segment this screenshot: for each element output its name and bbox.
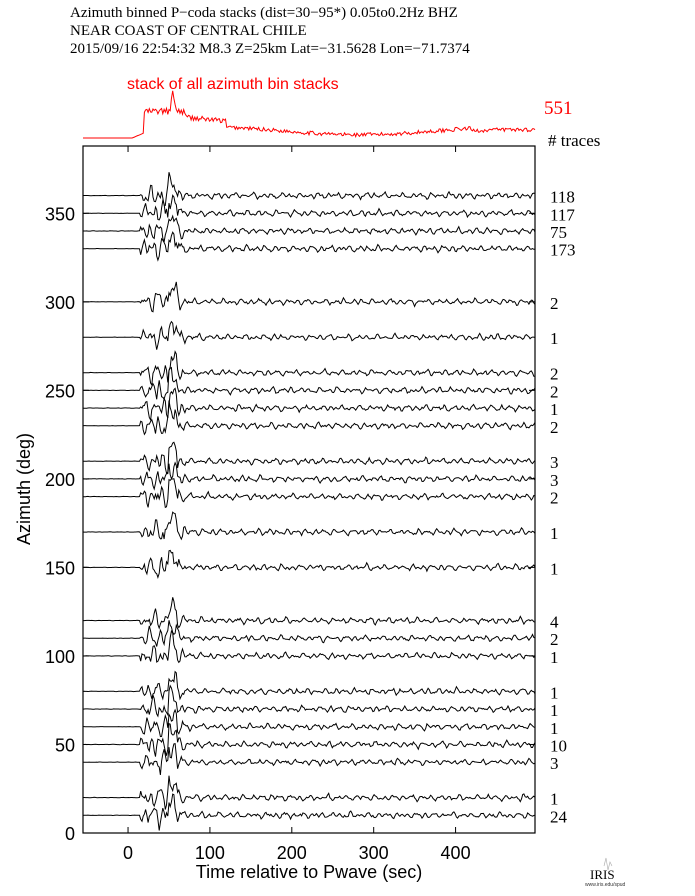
azimuth-trace <box>83 597 536 630</box>
trace-count: 2 <box>550 489 559 508</box>
iris-logo: IRIS www.iris.edu/spud <box>585 857 626 888</box>
count-header: # traces <box>548 131 600 150</box>
logo-text: IRIS <box>590 867 615 882</box>
azimuth-trace <box>82 320 536 350</box>
trace-count: 4 <box>550 613 559 632</box>
azimuth-trace <box>82 511 536 541</box>
trace-count: 3 <box>550 471 559 490</box>
x-tick-label: 300 <box>359 843 389 863</box>
y-tick-label: 0 <box>65 824 75 844</box>
azimuth-trace <box>82 742 536 775</box>
azimuth-trace <box>82 366 536 401</box>
azimuth-trace <box>83 775 536 810</box>
y-tick-label: 150 <box>45 558 75 578</box>
azimuth-trace <box>82 387 536 422</box>
azimuth-trace <box>83 231 535 262</box>
azimuth-trace <box>83 281 536 313</box>
trace-count: 2 <box>550 365 559 384</box>
x-tick-label: 200 <box>277 843 307 863</box>
x-tick-label: 0 <box>123 843 133 863</box>
logo-url: www.iris.edu/spud <box>585 882 626 888</box>
trace-count: 118 <box>550 188 575 207</box>
azimuth-trace <box>82 793 536 831</box>
trace-count: 1 <box>550 719 559 738</box>
plot-frame <box>82 145 536 834</box>
x-axis-label: Time relative to Pwave (sec) <box>196 862 422 882</box>
title-line-1: Azimuth binned P−coda stacks (dist=30−95… <box>70 5 458 21</box>
title-line-3: 2015/09/16 22:54:32 M8.3 Z=25km Lat=−31.… <box>70 41 470 57</box>
azimuth-trace <box>82 629 536 664</box>
stack-label: stack of all azimuth bin stacks <box>127 76 339 93</box>
title-line-2: NEAR COAST OF CENTRAL CHILE <box>70 23 307 39</box>
logo-seismogram-icon <box>603 857 613 871</box>
trace-count: 1 <box>550 683 559 702</box>
azimuth-trace <box>83 172 536 207</box>
y-tick-label: 100 <box>45 647 75 667</box>
azimuth-trace <box>82 620 536 647</box>
trace-count: 1 <box>550 790 559 809</box>
azimuth-trace <box>82 441 536 474</box>
trace-count: 2 <box>550 382 559 401</box>
azimuth-trace <box>83 350 535 387</box>
stack-trace-group <box>83 90 536 139</box>
trace-count: 3 <box>550 453 559 472</box>
trace-count: 1 <box>550 524 559 543</box>
trace-count: 75 <box>550 223 567 242</box>
trace-count: 2 <box>550 418 559 437</box>
azimuth-trace <box>82 670 536 701</box>
trace-count: 117 <box>550 205 575 224</box>
y-tick-label: 300 <box>45 293 75 313</box>
azimuth-trace <box>82 549 536 580</box>
axes: 0 100 200 300 400 0 50 100 150 200 250 300 350 <box>45 145 536 863</box>
trace-count: 1 <box>550 648 559 667</box>
trace-count: 24 <box>550 807 568 826</box>
trace-count: 1 <box>550 701 559 720</box>
azimuth-trace <box>82 400 536 436</box>
azimuth-trace <box>82 194 536 221</box>
trace-count: 1 <box>550 400 559 419</box>
trace-count: 173 <box>550 241 576 260</box>
stack-trace <box>83 90 536 139</box>
y-tick-label: 50 <box>55 735 75 755</box>
x-tick-label: 100 <box>195 843 225 863</box>
trace-count: 2 <box>550 294 559 313</box>
trace-count: 1 <box>550 329 559 348</box>
azimuth-trace <box>83 214 536 243</box>
azimuth-trace <box>82 461 536 491</box>
y-axis-label: Azimuth (deg) <box>14 433 34 545</box>
azimuth-trace <box>83 723 536 757</box>
azimuth-trace <box>83 708 536 738</box>
trace-count: 10 <box>550 736 567 755</box>
trace-count: 1 <box>550 559 559 578</box>
stack-count: 551 <box>544 98 573 119</box>
azimuth-trace <box>83 478 536 509</box>
y-tick-label: 250 <box>45 381 75 401</box>
azimuth-trace <box>82 684 536 718</box>
trace-count: 2 <box>550 630 559 649</box>
y-tick-label: 200 <box>45 470 75 490</box>
trace-count: 3 <box>550 754 559 773</box>
x-tick-label: 400 <box>441 843 471 863</box>
trace-group <box>82 172 536 831</box>
y-tick-label: 350 <box>45 204 75 224</box>
